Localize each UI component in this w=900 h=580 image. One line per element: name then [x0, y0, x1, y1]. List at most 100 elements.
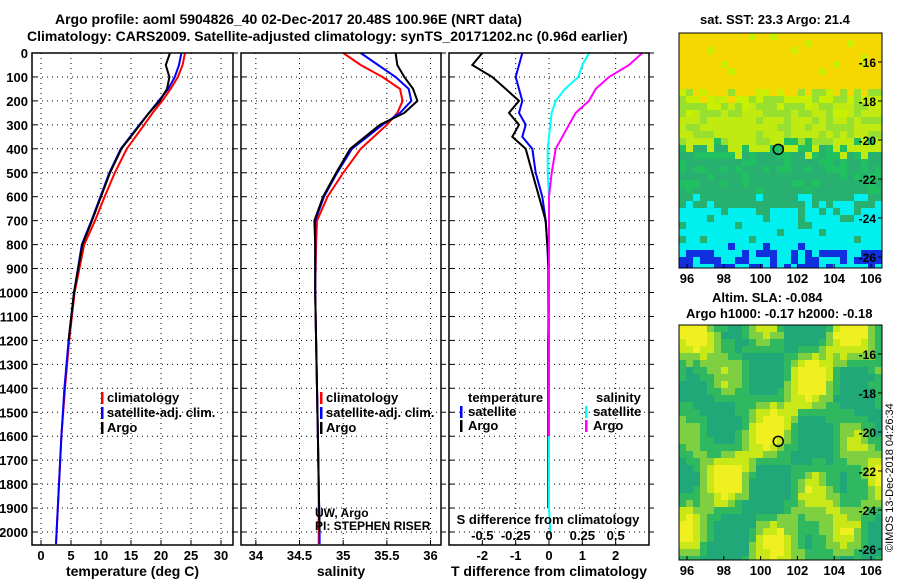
- map-cell: [826, 479, 834, 487]
- map-cell: [868, 222, 876, 230]
- map-cell: [812, 367, 820, 375]
- map-cell: [728, 367, 736, 375]
- map-cell: [756, 542, 764, 550]
- map-cell: [875, 96, 882, 104]
- map-cell: [875, 159, 882, 167]
- map-cell: [868, 124, 876, 132]
- map-cell: [798, 444, 806, 452]
- map-cell: [756, 325, 764, 333]
- map-cell: [686, 201, 694, 209]
- map-cell: [784, 201, 792, 209]
- map-cell: [763, 187, 771, 195]
- map-cell: [847, 236, 855, 244]
- map-cell: [686, 500, 694, 508]
- map-cell: [714, 486, 722, 494]
- map-cell: [791, 215, 799, 223]
- map-cell: [756, 236, 764, 244]
- map-cell: [791, 47, 799, 55]
- map-cell: [777, 166, 785, 174]
- map-cell: [700, 339, 708, 347]
- map-cell: [763, 542, 771, 550]
- map-cell: [721, 33, 729, 41]
- map-cell: [819, 222, 827, 230]
- map-cell: [812, 437, 820, 445]
- map-cell: [798, 215, 806, 223]
- map-cell: [875, 521, 882, 529]
- map-cell: [763, 96, 771, 104]
- map-cell: [784, 103, 792, 111]
- map-cell: [679, 437, 687, 445]
- map-cell: [777, 110, 785, 118]
- map-cell: [861, 416, 869, 424]
- map-cell: [861, 40, 869, 48]
- map-cell: [805, 208, 813, 216]
- map-cell: [679, 521, 687, 529]
- map-cell: [861, 236, 869, 244]
- map-cell: [854, 159, 862, 167]
- map-cell: [784, 556, 792, 560]
- map-cell: [812, 152, 820, 160]
- map-cell: [735, 145, 743, 153]
- map-cell: [861, 360, 869, 368]
- map-cell: [840, 479, 848, 487]
- map-cell: [721, 110, 729, 118]
- map-cell: [847, 381, 855, 389]
- map-cell: [854, 423, 862, 431]
- map-cell: [868, 208, 876, 216]
- map-cell: [805, 159, 813, 167]
- map-cell: [749, 159, 757, 167]
- map-cell: [798, 96, 806, 104]
- map-cell: [840, 402, 848, 410]
- series-line-salinity-argo: [548, 52, 643, 437]
- map-cell: [812, 243, 820, 251]
- map-cell: [770, 229, 778, 237]
- map-cell: [777, 325, 785, 333]
- map-cell: [812, 187, 820, 195]
- map-cell: [679, 159, 687, 167]
- map-cell: [798, 332, 806, 340]
- map-cell: [777, 507, 785, 515]
- map-cell: [693, 402, 701, 410]
- map-cell: [854, 416, 862, 424]
- map-cell: [756, 493, 764, 501]
- map-cell: [721, 201, 729, 209]
- map-cell: [791, 451, 799, 459]
- map-cell: [770, 346, 778, 354]
- map-cell: [826, 535, 834, 543]
- map-cell: [700, 208, 708, 216]
- map-cell: [798, 103, 806, 111]
- map-cell: [847, 40, 855, 48]
- map-cell: [742, 437, 750, 445]
- map-cell: [756, 131, 764, 139]
- map-cell: [756, 430, 764, 438]
- map-cell: [756, 96, 764, 104]
- map-cell: [679, 110, 687, 118]
- map-cell: [749, 346, 757, 354]
- map-cell: [686, 458, 694, 466]
- plot-frame: [240, 52, 442, 546]
- map-cell: [707, 332, 715, 340]
- map-cell: [875, 103, 882, 111]
- map-cell: [749, 507, 757, 515]
- map-cell: [861, 493, 869, 501]
- map-cell: [805, 535, 813, 543]
- map-cell: [861, 486, 869, 494]
- map-cell: [847, 180, 855, 188]
- map-cell: [721, 332, 729, 340]
- map-cell: [735, 507, 743, 515]
- map-cell: [679, 250, 687, 258]
- map-cell: [700, 40, 708, 48]
- map-cell: [777, 257, 785, 265]
- map-cell: [784, 257, 792, 265]
- map-cell: [742, 250, 750, 258]
- map-cell: [728, 381, 736, 389]
- map-cell: [721, 208, 729, 216]
- map-cell: [812, 47, 820, 55]
- map-cell: [798, 222, 806, 230]
- map-cell: [833, 82, 841, 90]
- map-cell: [742, 507, 750, 515]
- map-cell: [679, 33, 687, 41]
- lat-tick-label: -26: [859, 251, 877, 265]
- map-cell: [742, 479, 750, 487]
- map-cell: [875, 465, 882, 473]
